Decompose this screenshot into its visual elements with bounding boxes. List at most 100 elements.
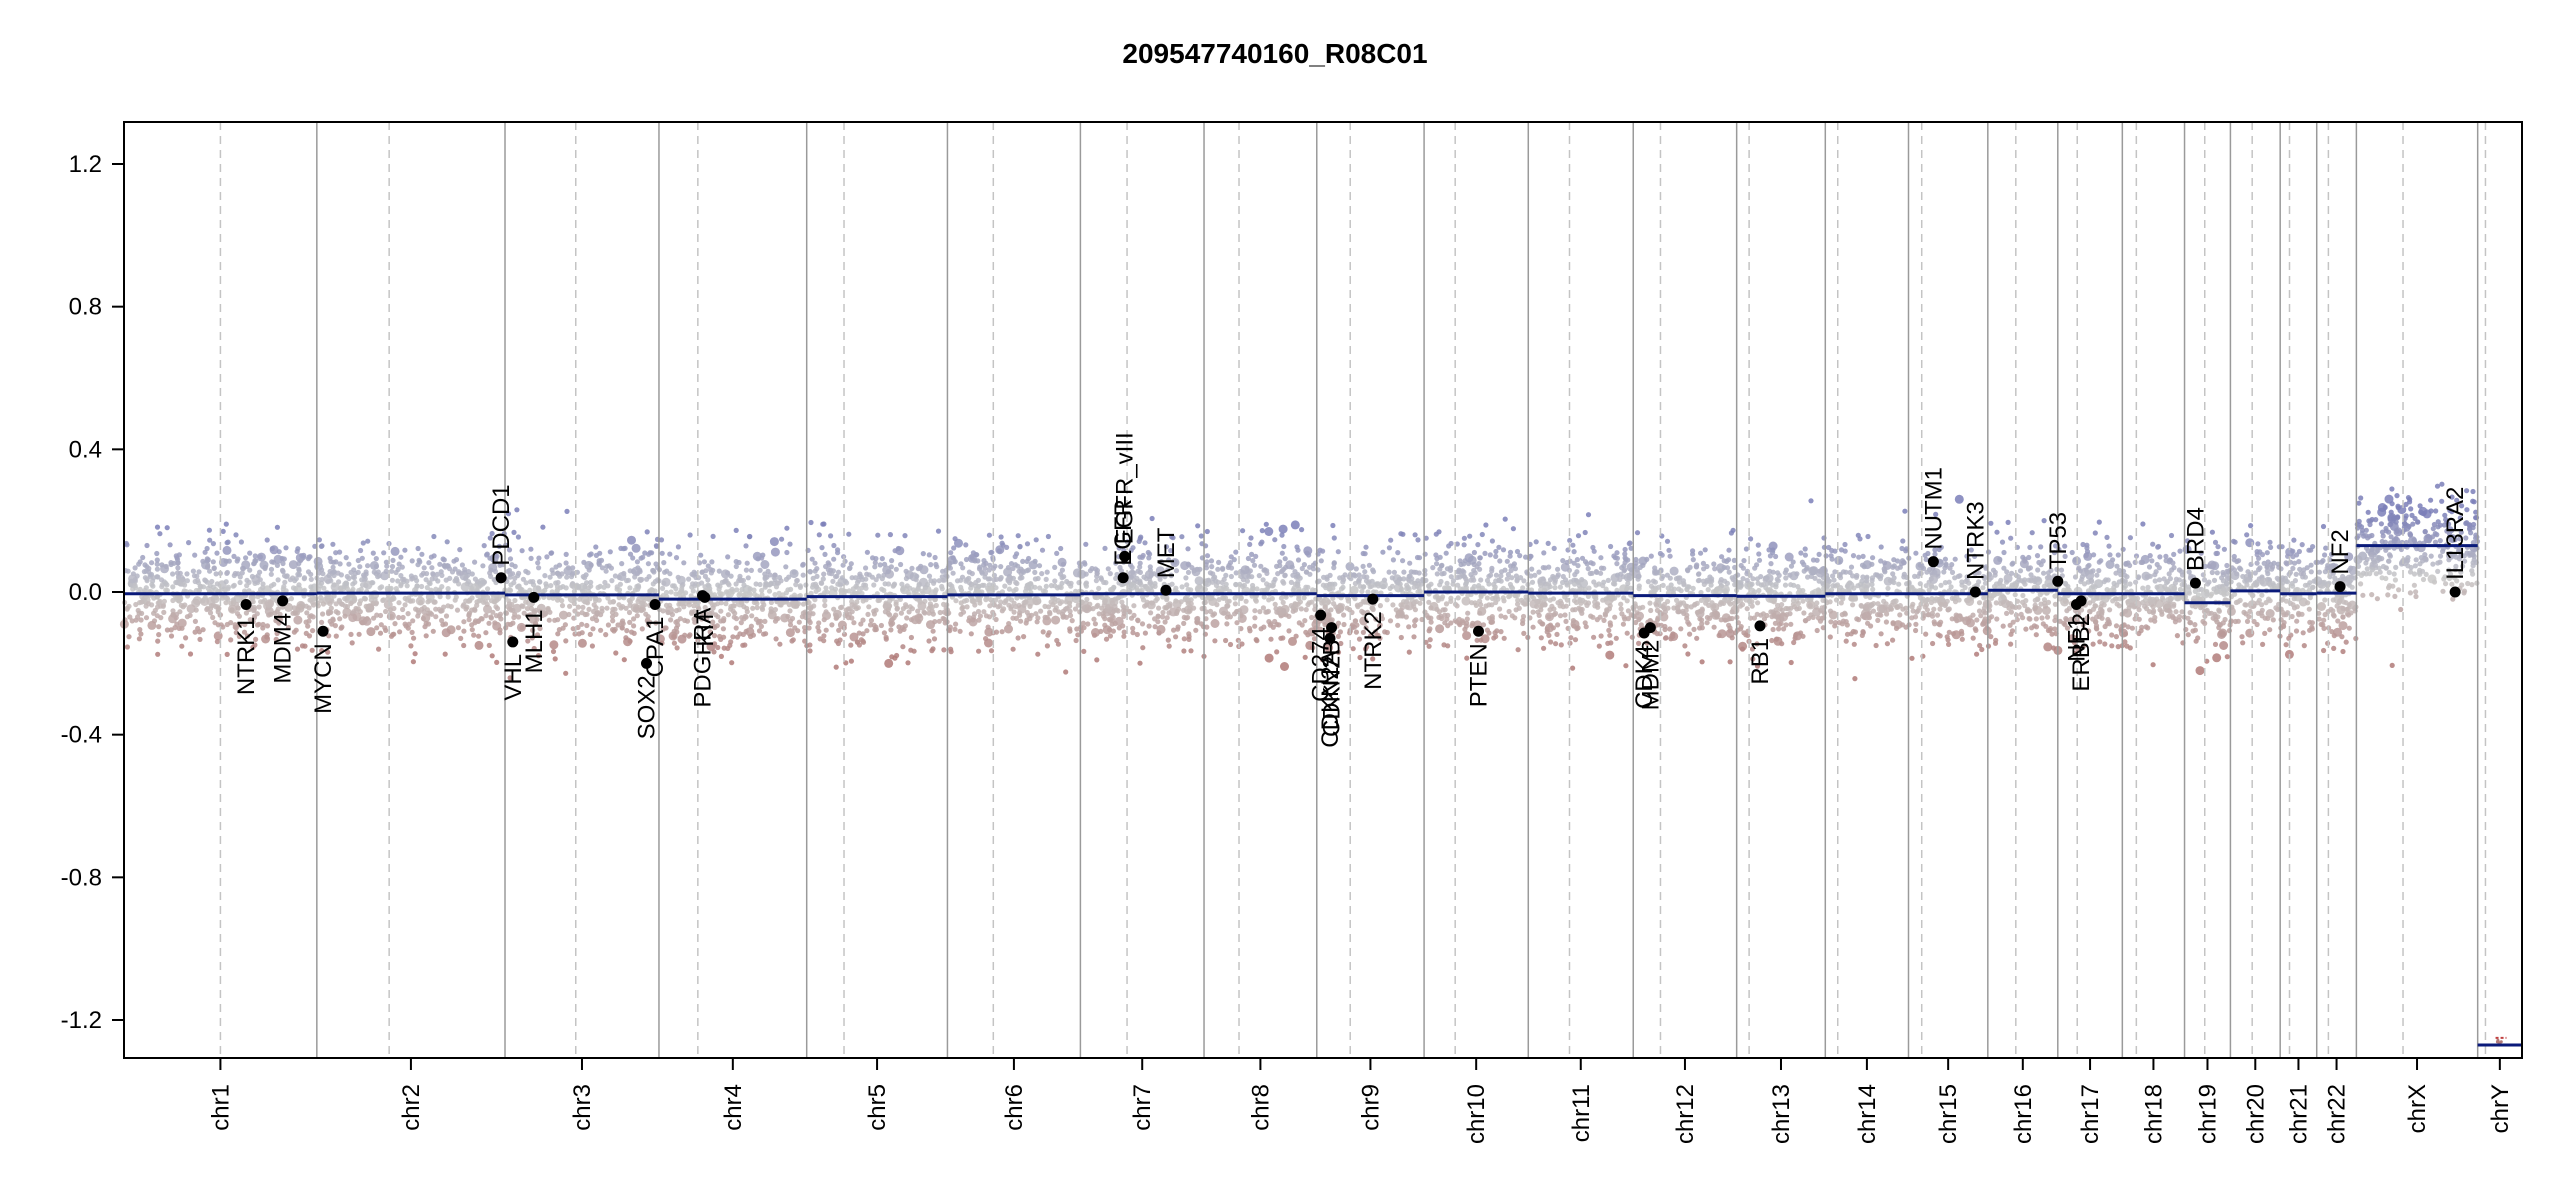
probe-point bbox=[1064, 578, 1070, 585]
probe-point bbox=[491, 599, 497, 605]
probe-point bbox=[691, 603, 697, 609]
probe-point bbox=[244, 583, 250, 589]
probe-point bbox=[1395, 580, 1401, 586]
probe-point bbox=[975, 608, 982, 615]
probe-point bbox=[846, 588, 852, 594]
probe-point bbox=[1147, 564, 1153, 570]
probe-point bbox=[452, 566, 458, 572]
probe-point bbox=[1261, 624, 1267, 630]
probe-point bbox=[1059, 567, 1065, 573]
probe-point bbox=[359, 577, 365, 583]
probe-point bbox=[210, 541, 216, 547]
probe-point bbox=[822, 597, 828, 604]
probe-point bbox=[398, 583, 404, 589]
probe-point bbox=[1389, 575, 1395, 581]
probe-point bbox=[1852, 676, 1858, 682]
probe-point bbox=[954, 538, 963, 548]
probe-point bbox=[1093, 578, 1099, 584]
probe-point bbox=[1586, 585, 1592, 591]
probe-point bbox=[933, 602, 939, 609]
probe-point bbox=[373, 563, 379, 570]
probe-point bbox=[1553, 641, 1559, 647]
probe-point bbox=[1624, 630, 1630, 636]
probe-point bbox=[1774, 576, 1780, 583]
probe-point bbox=[527, 587, 533, 593]
probe-point bbox=[1578, 608, 1584, 614]
probe-point bbox=[333, 550, 339, 556]
probe-point bbox=[416, 557, 422, 563]
probe-point bbox=[556, 627, 563, 633]
probe-point bbox=[524, 606, 531, 612]
probe-point bbox=[1195, 615, 1201, 622]
probe-point bbox=[365, 538, 371, 544]
probe-point bbox=[1638, 622, 1644, 628]
probe-point bbox=[250, 619, 256, 625]
probe-point bbox=[725, 570, 731, 576]
probe-point bbox=[207, 610, 214, 616]
probe-point bbox=[1107, 571, 1113, 577]
probe-point bbox=[1224, 599, 1231, 605]
probe-point bbox=[1195, 523, 1201, 529]
probe-point bbox=[1137, 564, 1143, 570]
probe-point bbox=[1252, 623, 1258, 629]
probe-point bbox=[175, 565, 181, 571]
probe-point bbox=[303, 603, 309, 609]
probe-point bbox=[401, 576, 407, 582]
probe-point bbox=[639, 576, 645, 583]
probe-point bbox=[973, 579, 979, 586]
probe-point bbox=[1169, 581, 1175, 587]
probe-point bbox=[489, 530, 495, 537]
probe-point bbox=[820, 521, 826, 527]
probe-point bbox=[1388, 537, 1394, 543]
probe-point bbox=[1411, 634, 1417, 640]
probe-point bbox=[1042, 603, 1048, 610]
probe-point bbox=[1430, 565, 1436, 571]
probe-point bbox=[1353, 629, 1359, 635]
probe-point bbox=[851, 620, 857, 626]
probe-point bbox=[1260, 605, 1266, 611]
probe-point bbox=[863, 565, 869, 571]
probe-point bbox=[1014, 580, 1020, 587]
probe-point bbox=[273, 554, 283, 564]
probe-point bbox=[368, 593, 374, 600]
probe-point bbox=[807, 610, 813, 616]
probe-point bbox=[1367, 633, 1374, 639]
probe-point bbox=[1406, 573, 1412, 580]
probe-point bbox=[567, 594, 577, 604]
probe-point bbox=[769, 537, 779, 547]
probe-point bbox=[1127, 569, 1137, 579]
probe-point bbox=[1033, 537, 1039, 543]
probe-point bbox=[461, 628, 467, 634]
probe-point bbox=[870, 555, 876, 561]
probe-point bbox=[1593, 569, 1599, 575]
probe-point bbox=[506, 601, 512, 607]
probe-point bbox=[836, 627, 842, 633]
probe-point bbox=[1082, 561, 1088, 567]
probe-point bbox=[1770, 549, 1776, 556]
probe-point bbox=[1557, 584, 1563, 590]
probe-point bbox=[158, 577, 165, 583]
probe-point bbox=[274, 615, 283, 625]
probe-point bbox=[1850, 602, 1856, 608]
probe-point bbox=[421, 565, 427, 571]
probe-point bbox=[772, 572, 778, 578]
probe-point bbox=[1203, 609, 1209, 615]
probe-point bbox=[940, 577, 946, 583]
probe-point bbox=[1776, 626, 1782, 632]
probe-point bbox=[703, 611, 709, 617]
probe-point bbox=[325, 610, 332, 617]
probe-point bbox=[1171, 627, 1177, 633]
probe-point bbox=[376, 646, 382, 652]
probe-point bbox=[872, 627, 878, 633]
probe-point bbox=[1272, 576, 1278, 583]
probe-point bbox=[1417, 588, 1423, 595]
probe-point bbox=[1264, 653, 1274, 663]
probe-point bbox=[1601, 579, 1607, 585]
probe-point bbox=[1484, 577, 1491, 584]
probe-point bbox=[668, 589, 674, 595]
probe-point bbox=[1577, 596, 1583, 603]
probe-point bbox=[617, 572, 627, 581]
probe-point bbox=[1435, 624, 1445, 634]
probe-point bbox=[308, 584, 314, 590]
probe-point bbox=[725, 554, 731, 560]
